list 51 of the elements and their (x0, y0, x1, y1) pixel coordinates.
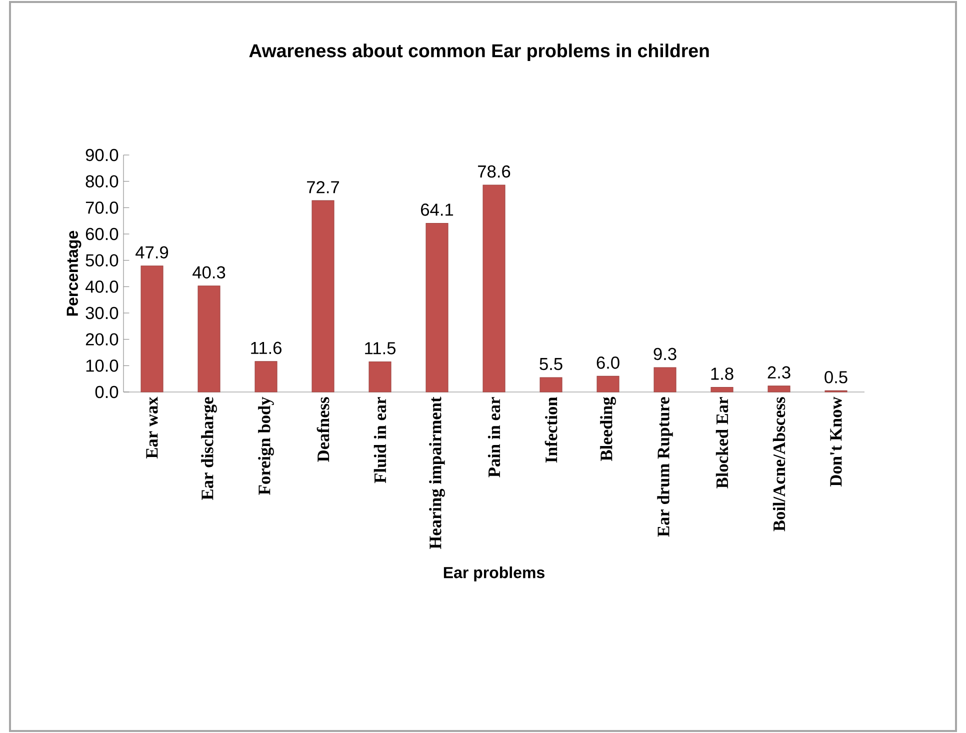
x-tick-label: Ear discharge (201, 397, 217, 500)
x-tick-label: Infection (544, 396, 558, 463)
bar (140, 266, 164, 392)
data-label: 5.5 (540, 358, 562, 370)
bar (596, 376, 620, 392)
bar (768, 386, 790, 392)
y-tick-label: 40.0 (85, 280, 118, 293)
bar (482, 184, 506, 392)
data-label: 47.9 (136, 246, 168, 258)
data-label: 11.6 (251, 342, 282, 354)
x-axis-title: Ear problems (444, 566, 544, 582)
x-tick-label: Deafness (316, 397, 330, 462)
x-tick-label: Ear drum Rupture (657, 397, 673, 537)
y-tick-label: 80.0 (86, 175, 118, 188)
bar (540, 377, 562, 392)
data-label: 6.0 (596, 356, 620, 369)
y-tick-label: 10.0 (86, 360, 118, 372)
data-label: 78.6 (478, 165, 510, 178)
y-tick-label: 70.0 (86, 202, 118, 214)
bar (710, 386, 734, 392)
x-tick-label: Blocked Ear (716, 397, 728, 488)
x-tick-label: Fluid in ear (374, 397, 386, 484)
data-label: 64.1 (421, 204, 454, 216)
x-tick-label: Bleeding (600, 396, 616, 461)
bar (254, 361, 278, 392)
y-tick-label: 20.0 (86, 333, 118, 346)
data-label: 40.3 (192, 266, 226, 278)
y-tick-label: 30.0 (86, 306, 118, 320)
data-label: 0.5 (824, 371, 848, 384)
x-tick-label: Pain in ear (488, 397, 500, 478)
bar (198, 286, 220, 392)
data-label: 9.3 (654, 348, 676, 360)
x-tick-label: Don't Know (830, 396, 842, 486)
x-tick-label: Foreign body (258, 396, 274, 495)
data-label: 11.5 (365, 342, 396, 354)
data-label: 72.7 (307, 181, 339, 194)
bar (426, 222, 448, 392)
x-tick-label: Ear wax (146, 396, 158, 459)
y-axis-title: Percentage (66, 230, 82, 316)
y-tick-label: 60.0 (86, 228, 118, 240)
chart-title: Awareness about common Ear problems in children (249, 44, 709, 62)
data-label: 2.3 (768, 366, 790, 379)
y-tick-label: 90.0 (86, 148, 118, 162)
bar (368, 361, 392, 392)
bar (312, 200, 334, 392)
bar (654, 367, 676, 392)
y-tick-label: 50.0 (86, 254, 118, 266)
x-tick-label: Boil/Acne/Abscess (772, 397, 786, 532)
x-tick-label: Hearing impairment (429, 396, 445, 550)
data-label: 1.8 (711, 368, 734, 380)
y-tick-label: 0.0 (95, 386, 118, 398)
